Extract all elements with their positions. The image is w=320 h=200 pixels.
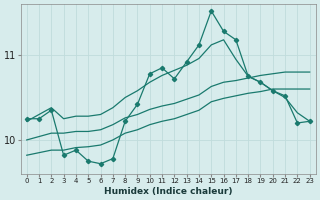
X-axis label: Humidex (Indice chaleur): Humidex (Indice chaleur)	[104, 187, 232, 196]
